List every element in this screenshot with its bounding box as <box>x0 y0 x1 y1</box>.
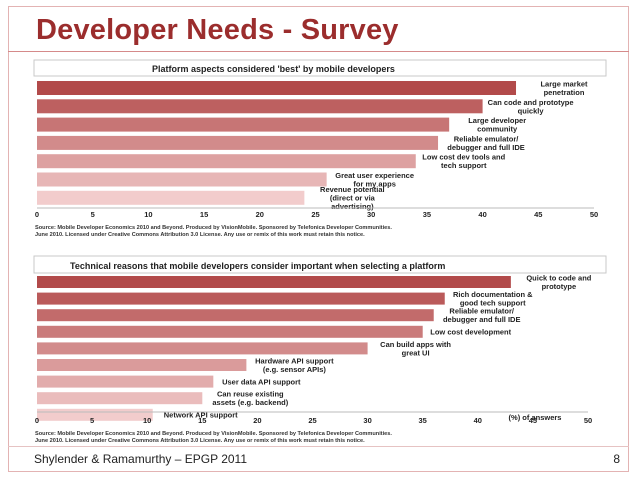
chart1-bar <box>37 99 483 114</box>
chart1-x-tick-label: 10 <box>144 210 152 219</box>
chart2-bar <box>37 325 423 338</box>
chart2-source-note: June 2010. Licensed under Creative Commo… <box>35 438 365 444</box>
chart1-bar-label: Large developer <box>468 116 526 125</box>
chart1-x-tick-label: 45 <box>534 210 542 219</box>
chart2-x-tick-label: 15 <box>198 416 206 425</box>
title-divider <box>8 51 629 52</box>
chart2-bar <box>37 309 434 322</box>
chart2-bar-label: prototype <box>542 282 577 291</box>
chart2-bar-label: Network API support <box>164 411 238 420</box>
chart2-axis-annotation: (%) of answers <box>509 413 562 422</box>
chart2-bar <box>37 292 445 305</box>
footer-divider <box>8 446 629 447</box>
chart2-x-tick-label: 50 <box>584 416 592 425</box>
chart2-bar-label: good tech support <box>460 299 526 308</box>
chart2-bar <box>37 375 214 388</box>
chart1-x-tick-label: 50 <box>590 210 598 219</box>
chart1-bar-label: Reliable emulator/ <box>454 134 520 143</box>
chart1-bar-label: penetration <box>544 88 585 97</box>
chart2-bar-label: Rich documentation & <box>453 290 533 299</box>
chart2-bar-label: debugger and full IDE <box>443 315 521 324</box>
chart2-bar-label: Quick to code and <box>526 274 591 283</box>
chart2-bar-label: Can build apps with <box>380 340 451 349</box>
chart1-x-tick-label: 0 <box>35 210 39 219</box>
chart1-x-tick-label: 20 <box>256 210 264 219</box>
chart2-x-tick-label: 25 <box>308 416 316 425</box>
chart1-bar-label: Can code and prototype <box>488 98 574 107</box>
chart2-x-tick-label: 5 <box>90 416 94 425</box>
chart1-bar-label: tech support <box>441 161 487 170</box>
chart1-x-tick-label: 40 <box>478 210 486 219</box>
chart2-bar <box>37 359 247 371</box>
chart1-x-tick-label: 35 <box>423 210 431 219</box>
chart2-bar-label: Low cost development <box>430 328 511 337</box>
chart2-bar <box>37 392 203 405</box>
chart2-bar-label: assets (e.g. backend) <box>212 398 288 407</box>
chart1-bar-label: Low cost dev tools and <box>422 153 505 162</box>
chart1-bar-label: advertising) <box>331 202 374 211</box>
chart1-bar-label: Revenue potential <box>320 185 385 194</box>
chart2-title: Technical reasons that mobile developers… <box>70 261 445 271</box>
chart2-bar <box>37 276 511 288</box>
chart1-bar <box>37 117 450 132</box>
chart1-bar-label: community <box>477 125 518 134</box>
chart1-title: Platform aspects considered 'best' by mo… <box>152 64 395 74</box>
chart2-x-tick-label: 20 <box>253 416 261 425</box>
chart1-bar-label: for my apps <box>353 180 396 189</box>
page-number: 8 <box>613 452 620 466</box>
chart2-bar-label: User data API support <box>222 377 301 386</box>
chart2-bar-label: Reliable emulator/ <box>449 307 515 316</box>
chart1-bar <box>37 190 305 205</box>
chart2-source-note: Source: Mobile Developer Economics 2010 … <box>35 431 392 437</box>
chart2-bar <box>37 408 153 421</box>
chart1-source-note: Source: Mobile Developer Economics 2010 … <box>35 225 392 231</box>
chart1-x-tick-label: 30 <box>367 210 375 219</box>
slide-footer: Shylender & Ramamurthy – EPGP 2011 <box>34 452 247 466</box>
chart2-x-tick-label: 45 <box>529 416 537 425</box>
chart2-bar-label: Hardware API support <box>255 357 334 366</box>
chart1-bar <box>37 81 517 95</box>
chart1-bar-label: (direct or via <box>330 194 376 203</box>
chart2-x-tick-label: 30 <box>363 416 371 425</box>
chart1-bar-label: Great user experience <box>335 171 414 180</box>
chart1-bar <box>37 154 416 169</box>
chart1-bar <box>37 135 439 150</box>
chart2-title-box <box>33 255 607 274</box>
slide-title: Developer Needs - Survey <box>36 14 399 46</box>
chart1-source-note: June 2010. Licensed under Creative Commo… <box>35 232 365 238</box>
chart1-x-tick-label: 15 <box>200 210 208 219</box>
chart1-bar-label: Large market <box>540 80 588 89</box>
chart2-x-tick-label: 40 <box>474 416 482 425</box>
slide-frame <box>8 6 629 472</box>
chart1-x-tick-label: 5 <box>91 210 95 219</box>
chart1-bar <box>37 172 327 187</box>
chart2-bar-label: great UI <box>402 348 430 357</box>
chart2-x-tick-label: 10 <box>143 416 151 425</box>
chart2-bar-label: Can reuse existing <box>217 390 284 399</box>
chart2-bar-label: (e.g. sensor APIs) <box>263 365 327 374</box>
chart2-x-tick-label: 35 <box>419 416 427 425</box>
chart1-x-tick-label: 25 <box>311 210 319 219</box>
chart1-title-box <box>33 59 607 77</box>
chart1-bar-label: quickly <box>518 106 545 115</box>
chart1-bar-label: debugger and full IDE <box>447 143 525 152</box>
chart2-bar <box>37 342 368 355</box>
chart2-x-tick-label: 0 <box>35 416 39 425</box>
